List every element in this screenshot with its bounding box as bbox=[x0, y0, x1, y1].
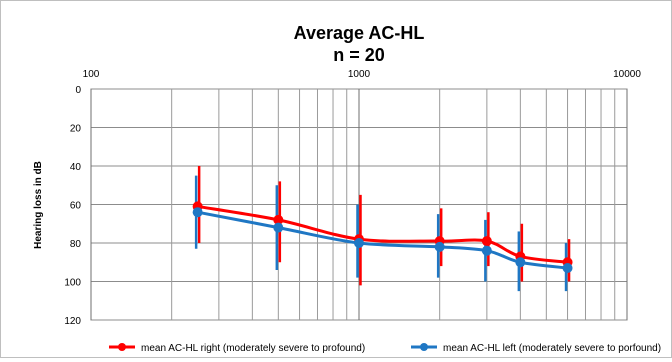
data-point bbox=[562, 263, 573, 274]
data-point bbox=[481, 245, 492, 256]
y-tick-label: 0 bbox=[75, 85, 81, 96]
series-0 bbox=[197, 166, 571, 286]
data-point bbox=[434, 241, 445, 252]
chart-title: Average AC-HL bbox=[294, 23, 425, 43]
y-tick-label: 20 bbox=[70, 124, 82, 135]
legend-swatch-marker bbox=[118, 343, 126, 351]
series-line-group-1 bbox=[192, 207, 573, 274]
data-point bbox=[481, 236, 492, 247]
y-tick-label: 120 bbox=[64, 316, 81, 327]
x-tick-label: 100 bbox=[83, 69, 100, 80]
data-point bbox=[192, 207, 203, 218]
legend: mean AC-HL right (moderately severe to p… bbox=[109, 343, 661, 354]
y-tick-label: 40 bbox=[70, 162, 82, 173]
data-point bbox=[273, 222, 284, 233]
data-point bbox=[273, 214, 284, 225]
x-tick-label: 1000 bbox=[348, 69, 371, 80]
x-tick-label: 10000 bbox=[613, 69, 641, 80]
legend-item-0: mean AC-HL right (moderately severe to p… bbox=[109, 343, 365, 354]
y-tick-labels: 0 20 40 60 80 100 120 bbox=[64, 85, 81, 327]
series-line-group-0 bbox=[192, 201, 573, 268]
chart-subtitle: n = 20 bbox=[333, 45, 385, 65]
series-layer bbox=[192, 166, 573, 292]
y-tick-label: 80 bbox=[70, 239, 82, 250]
legend-swatch-marker bbox=[420, 343, 428, 351]
legend-label: mean AC-HL right (moderately severe to p… bbox=[141, 343, 365, 354]
y-tick-label: 100 bbox=[64, 278, 81, 289]
data-point bbox=[515, 257, 526, 268]
legend-item-1: mean AC-HL left (moderately severe to po… bbox=[411, 343, 661, 354]
y-axis-label: Hearing loss in dB bbox=[33, 161, 44, 249]
grid bbox=[90, 88, 628, 321]
legend-label: mean AC-HL left (moderately severe to po… bbox=[443, 343, 661, 354]
x-tick-labels: 100 1000 10000 bbox=[83, 69, 642, 80]
series-line bbox=[197, 204, 568, 264]
y-tick-label: 60 bbox=[70, 201, 82, 212]
data-point bbox=[354, 238, 364, 248]
series-1 bbox=[194, 175, 568, 292]
